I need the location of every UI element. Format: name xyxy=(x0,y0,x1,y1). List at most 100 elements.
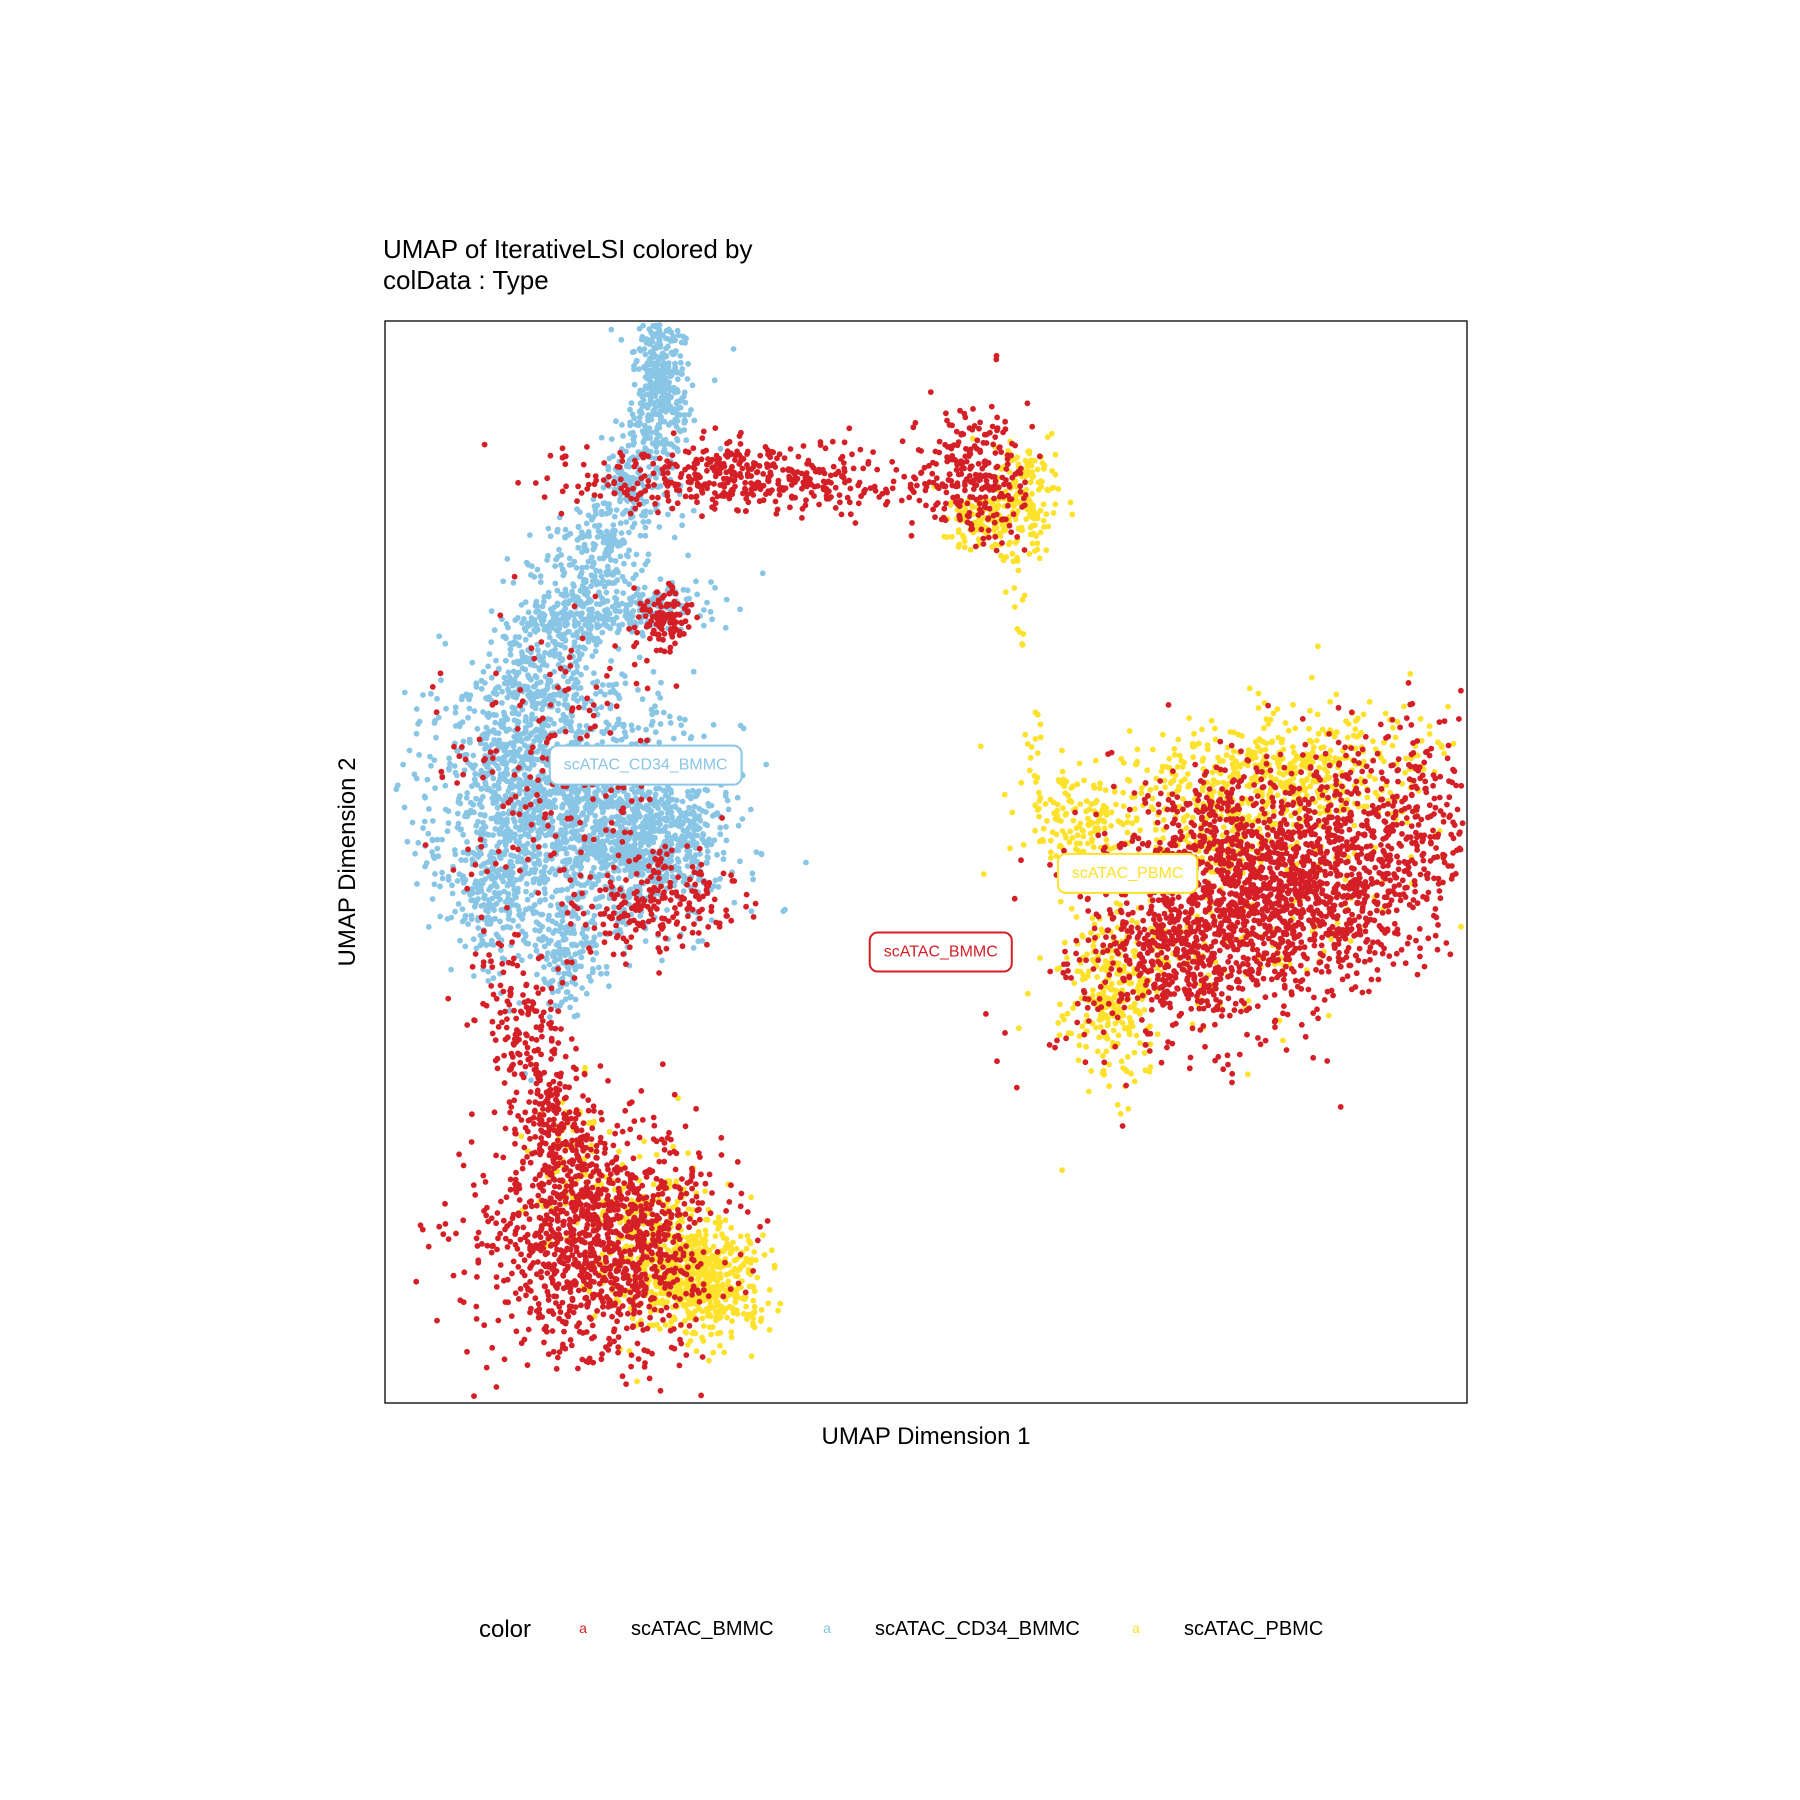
data-point xyxy=(960,532,966,539)
data-point xyxy=(1029,469,1035,475)
data-point xyxy=(653,449,660,455)
data-point xyxy=(537,573,544,580)
data-point xyxy=(571,681,578,687)
data-point xyxy=(1023,486,1030,493)
data-point xyxy=(514,885,521,892)
data-point xyxy=(633,551,640,558)
data-point xyxy=(656,524,663,530)
data-point xyxy=(588,583,594,590)
data-point xyxy=(632,619,638,626)
data-point xyxy=(640,826,647,833)
data-point xyxy=(720,856,727,863)
data-point xyxy=(753,849,760,856)
data-point xyxy=(480,940,487,947)
data-point xyxy=(426,806,432,812)
data-point xyxy=(556,728,563,735)
data-point xyxy=(544,685,551,692)
data-point xyxy=(631,348,637,355)
data-point xyxy=(685,1282,691,1289)
data-point xyxy=(581,882,588,888)
data-point xyxy=(704,838,711,845)
data-point xyxy=(691,803,698,810)
data-point xyxy=(704,787,711,794)
data-point xyxy=(611,904,617,910)
data-point xyxy=(603,803,610,810)
data-point xyxy=(425,830,432,837)
data-point xyxy=(583,564,590,571)
data-point xyxy=(527,661,534,668)
data-point xyxy=(619,671,625,678)
data-point xyxy=(574,880,581,887)
data-point xyxy=(411,771,418,778)
data-point xyxy=(527,532,533,538)
data-point xyxy=(516,1000,523,1006)
data-point xyxy=(539,923,546,930)
data-point xyxy=(716,1260,723,1267)
data-point xyxy=(571,831,577,837)
data-point xyxy=(432,785,438,791)
data-point xyxy=(750,876,756,883)
data-point xyxy=(1024,461,1031,467)
data-point xyxy=(584,599,591,606)
data-point xyxy=(480,709,486,715)
data-point xyxy=(494,684,501,691)
data-point xyxy=(646,473,653,480)
data-point xyxy=(653,709,660,716)
data-point xyxy=(534,641,540,648)
data-point xyxy=(665,364,672,371)
data-point xyxy=(649,331,656,337)
data-point xyxy=(623,448,629,455)
data-point xyxy=(499,760,506,767)
data-point xyxy=(565,678,571,685)
data-point xyxy=(1043,511,1050,518)
data-point xyxy=(498,816,505,823)
data-point xyxy=(539,706,545,713)
data-point xyxy=(574,1012,581,1019)
data-point xyxy=(674,437,681,444)
data-point xyxy=(689,382,696,389)
chart-title-line-2: colData : Type xyxy=(383,265,549,295)
data-point xyxy=(615,692,622,699)
data-point xyxy=(645,518,652,525)
data-point xyxy=(538,911,544,918)
data-point xyxy=(566,555,573,562)
data-point xyxy=(1029,522,1036,529)
data-point xyxy=(641,437,648,443)
data-point xyxy=(658,418,665,425)
data-point xyxy=(585,530,592,536)
data-point xyxy=(622,680,629,687)
data-point xyxy=(545,722,552,729)
data-point xyxy=(660,379,667,385)
data-point xyxy=(1052,451,1059,458)
data-point xyxy=(556,690,563,696)
data-point xyxy=(517,833,524,840)
data-point xyxy=(574,663,581,670)
data-point xyxy=(639,567,645,574)
data-point xyxy=(590,966,596,972)
data-point xyxy=(702,1216,709,1223)
data-point xyxy=(593,691,599,697)
data-point xyxy=(738,1263,744,1270)
data-point xyxy=(523,888,529,895)
data-point xyxy=(493,691,500,698)
data-point xyxy=(1015,567,1022,574)
data-point xyxy=(1077,801,1084,807)
data-point xyxy=(722,624,729,631)
data-point xyxy=(522,636,529,643)
data-point xyxy=(704,599,710,606)
data-point xyxy=(669,351,676,358)
data-point xyxy=(1026,551,1033,557)
data-point xyxy=(589,653,596,659)
data-point xyxy=(1081,777,1087,784)
data-point xyxy=(581,704,587,711)
data-point xyxy=(563,824,569,831)
data-point xyxy=(751,1249,758,1255)
data-point xyxy=(463,794,470,801)
data-point xyxy=(490,832,496,838)
data-point xyxy=(1056,843,1063,850)
data-point xyxy=(469,783,475,790)
data-point xyxy=(510,668,517,675)
data-point xyxy=(566,562,573,568)
data-point xyxy=(446,755,452,762)
data-point xyxy=(430,818,436,824)
